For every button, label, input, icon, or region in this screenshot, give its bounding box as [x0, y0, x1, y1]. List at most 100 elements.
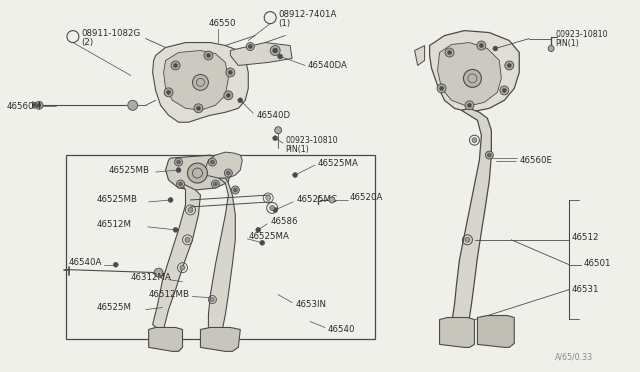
Text: 46312MA: 46312MA	[131, 273, 172, 282]
Circle shape	[273, 136, 278, 141]
Circle shape	[168, 198, 173, 202]
Circle shape	[209, 158, 216, 166]
Circle shape	[467, 103, 472, 107]
Text: 46560E: 46560E	[519, 155, 552, 164]
Circle shape	[226, 68, 235, 77]
Circle shape	[128, 100, 138, 110]
Circle shape	[164, 88, 173, 97]
Circle shape	[502, 89, 506, 92]
Text: (1): (1)	[278, 19, 291, 28]
Text: 46586: 46586	[270, 217, 298, 227]
Text: PIN(1): PIN(1)	[285, 145, 309, 154]
Text: 46512M: 46512M	[97, 220, 132, 230]
Circle shape	[273, 208, 278, 212]
Bar	[66, 155, 375, 339]
Text: 08912-7401A: 08912-7401A	[278, 10, 337, 19]
Text: 46525M: 46525M	[97, 303, 132, 312]
Polygon shape	[452, 108, 492, 324]
Circle shape	[188, 208, 193, 212]
Polygon shape	[415, 45, 424, 65]
Circle shape	[493, 46, 498, 51]
Circle shape	[270, 45, 280, 55]
Polygon shape	[198, 152, 243, 178]
Circle shape	[193, 74, 209, 90]
Circle shape	[188, 163, 207, 183]
Text: 46540: 46540	[328, 325, 355, 334]
Circle shape	[196, 106, 200, 110]
Circle shape	[67, 31, 79, 42]
Text: 08911-1082G: 08911-1082G	[81, 29, 140, 38]
Text: 46525MC: 46525MC	[296, 195, 337, 205]
Circle shape	[465, 101, 474, 110]
Text: 00923-10810: 00923-10810	[555, 30, 608, 39]
Text: N: N	[268, 13, 273, 22]
Circle shape	[211, 298, 214, 302]
Circle shape	[154, 268, 163, 277]
Circle shape	[266, 195, 271, 201]
Polygon shape	[209, 178, 236, 331]
Circle shape	[488, 153, 492, 157]
Circle shape	[224, 91, 233, 100]
Circle shape	[440, 86, 444, 90]
Text: 4653IN: 4653IN	[295, 300, 326, 309]
Circle shape	[548, 45, 554, 51]
Polygon shape	[429, 31, 519, 112]
Circle shape	[225, 169, 232, 177]
Circle shape	[329, 197, 335, 203]
Polygon shape	[438, 42, 501, 106]
Circle shape	[463, 70, 481, 87]
Circle shape	[508, 64, 511, 67]
Text: 00923-10810: 00923-10810	[285, 136, 338, 145]
Text: 46525MB: 46525MB	[97, 195, 138, 205]
Circle shape	[292, 173, 298, 177]
Text: A/65/0.33: A/65/0.33	[555, 353, 593, 362]
Circle shape	[213, 182, 218, 186]
Circle shape	[447, 51, 451, 54]
Circle shape	[445, 48, 454, 57]
Circle shape	[177, 160, 180, 164]
Circle shape	[211, 160, 214, 164]
Polygon shape	[164, 51, 228, 110]
Circle shape	[211, 180, 220, 188]
Circle shape	[500, 86, 509, 95]
Circle shape	[227, 171, 230, 175]
Text: 46540D: 46540D	[256, 111, 291, 120]
Circle shape	[465, 237, 470, 242]
Text: 46512: 46512	[572, 233, 600, 242]
Circle shape	[176, 167, 181, 173]
Circle shape	[37, 103, 41, 107]
Text: (2): (2)	[81, 38, 93, 47]
Circle shape	[437, 84, 446, 93]
Text: 46525MA: 46525MA	[248, 232, 289, 241]
Circle shape	[207, 54, 211, 58]
Polygon shape	[440, 318, 474, 347]
Circle shape	[177, 180, 184, 188]
Polygon shape	[230, 42, 292, 65]
Circle shape	[180, 265, 185, 270]
Circle shape	[256, 227, 260, 232]
Text: 46540DA: 46540DA	[308, 61, 348, 70]
Circle shape	[113, 262, 118, 267]
Circle shape	[194, 104, 203, 113]
Polygon shape	[477, 315, 515, 347]
Circle shape	[173, 227, 178, 232]
Circle shape	[166, 90, 171, 94]
Text: 46525MA: 46525MA	[318, 158, 359, 167]
Circle shape	[228, 70, 232, 74]
Circle shape	[479, 44, 483, 48]
Polygon shape	[152, 42, 248, 122]
Circle shape	[264, 12, 276, 23]
Text: 46540A: 46540A	[69, 258, 102, 267]
Circle shape	[173, 64, 177, 67]
Circle shape	[234, 188, 237, 192]
Circle shape	[130, 103, 135, 108]
Text: PIN(1): PIN(1)	[555, 39, 579, 48]
Circle shape	[477, 41, 486, 50]
Circle shape	[505, 61, 514, 70]
Polygon shape	[166, 155, 230, 190]
Circle shape	[485, 151, 493, 159]
Text: N: N	[70, 32, 76, 41]
Circle shape	[260, 240, 265, 245]
Circle shape	[171, 61, 180, 70]
Circle shape	[246, 42, 254, 51]
